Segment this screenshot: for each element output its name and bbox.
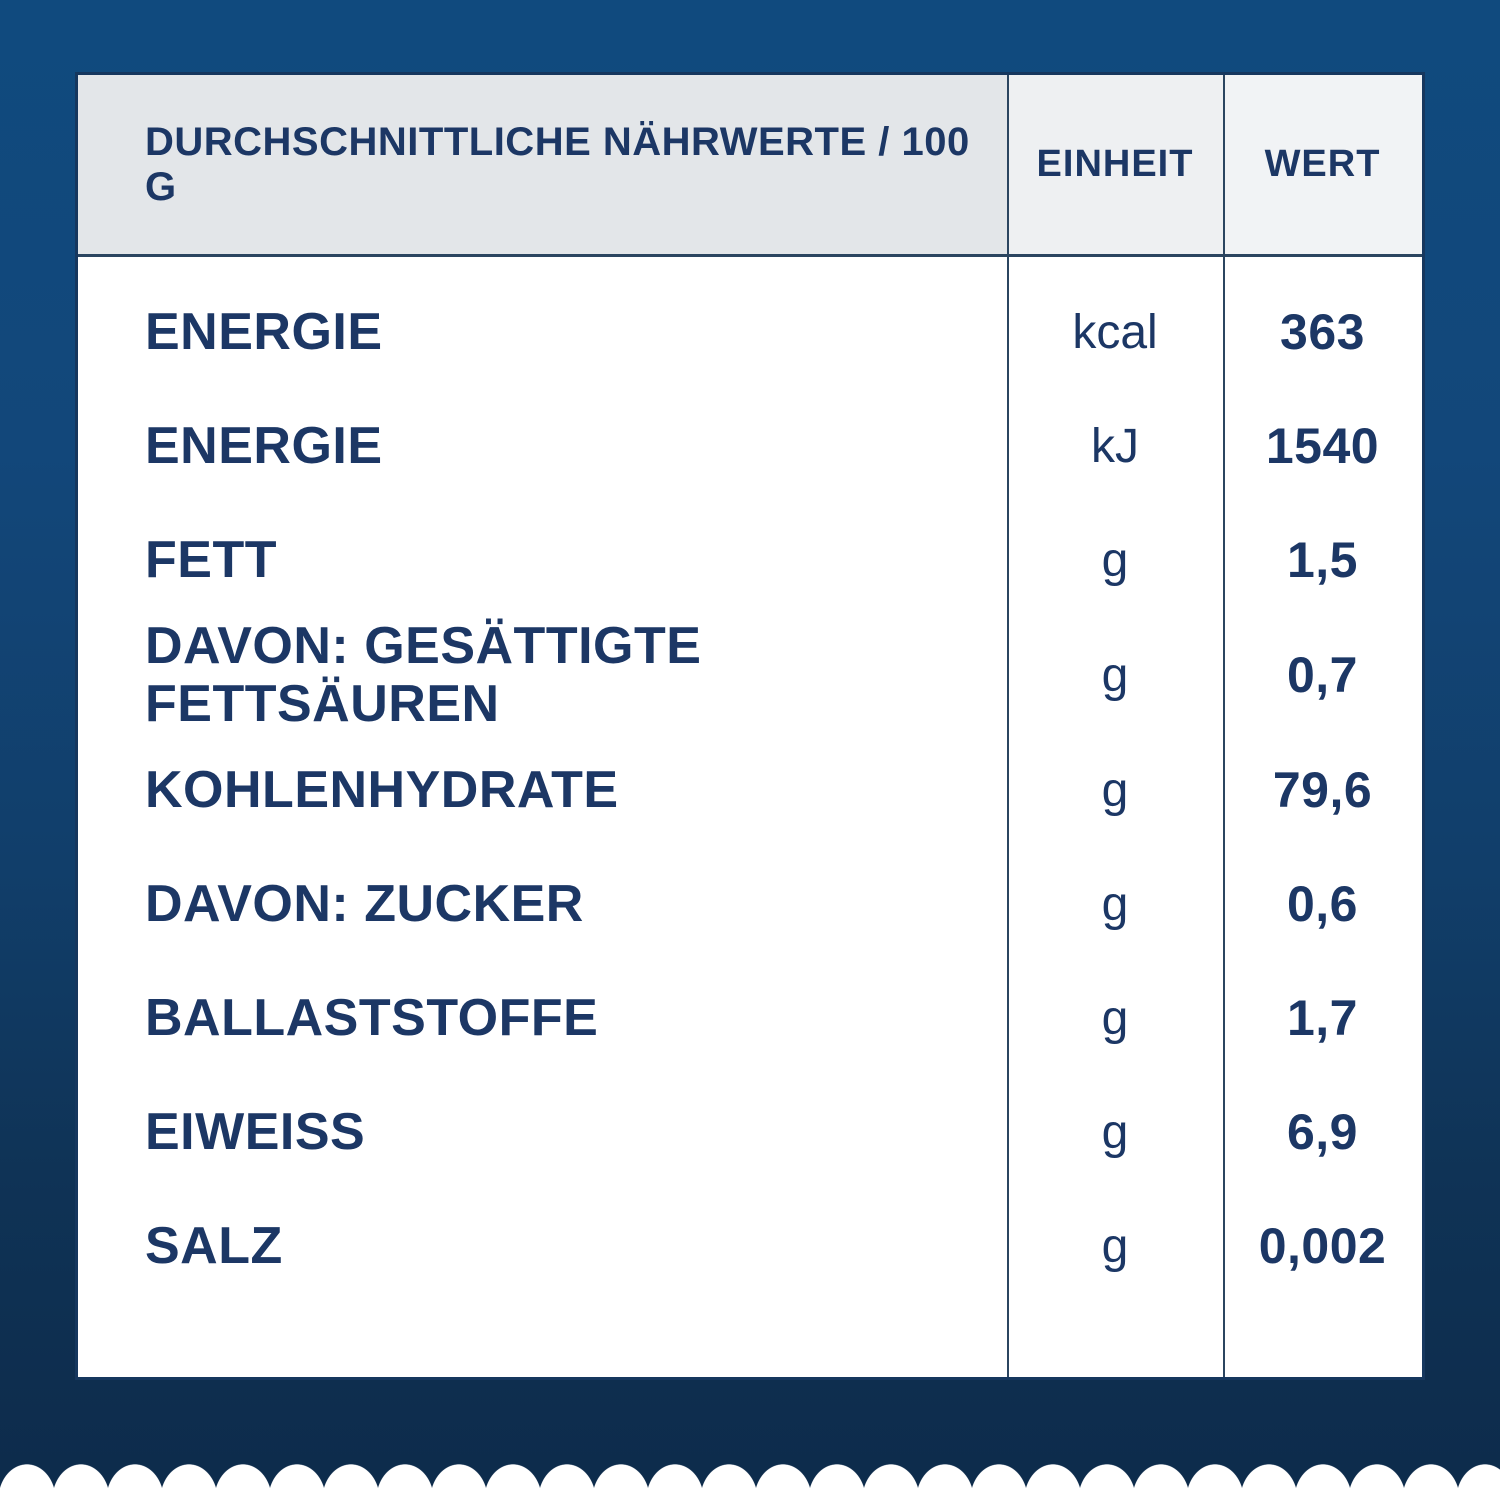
table-row: KOHLENHYDRATE g 79,6 xyxy=(78,733,1422,847)
nutrient-label: DAVON: ZUCKER xyxy=(145,875,584,934)
nutrient-value: 79,6 xyxy=(1272,762,1373,819)
nutrient-unit: g xyxy=(1101,1219,1129,1273)
nutrient-unit: g xyxy=(1101,533,1129,587)
nutrient-value: 6,9 xyxy=(1286,1104,1358,1161)
nutrient-label: FETT xyxy=(145,530,277,589)
table-body: ENERGIE kcal 363 ENERGIE kJ 1540 FETT g … xyxy=(78,257,1422,1303)
column-header-nutrients: DURCHSCHNITTLICHE NÄHRWERTE / 100 G xyxy=(78,75,1007,254)
table-row: FETT g 1,5 xyxy=(78,503,1422,617)
nutrient-label: ENERGIE xyxy=(145,302,383,361)
nutrient-label: KOHLENHYDRATE xyxy=(145,761,619,820)
column-header-unit: EINHEIT xyxy=(1007,75,1223,254)
nutrient-unit: kJ xyxy=(1091,419,1139,473)
column-header-value: WERT xyxy=(1223,75,1422,254)
nutrient-unit: kcal xyxy=(1072,305,1158,359)
table-row: ENERGIE kcal 363 xyxy=(78,275,1422,389)
nutrient-value: 0,6 xyxy=(1286,876,1358,933)
nutrition-table: DURCHSCHNITTLICHE NÄHRWERTE / 100 G EINH… xyxy=(78,75,1422,1377)
nutrient-label: ENERGIE xyxy=(145,416,383,475)
nutrient-value: 1,5 xyxy=(1286,532,1358,588)
column-divider-value xyxy=(1223,75,1225,1377)
nutrient-value: 1,7 xyxy=(1286,990,1358,1047)
nutrient-value: 363 xyxy=(1280,304,1365,360)
nutrient-label: SALZ xyxy=(145,1217,283,1276)
nutrient-value: 0,002 xyxy=(1258,1218,1387,1275)
nutrient-unit: g xyxy=(1101,991,1129,1045)
scalloped-edge xyxy=(0,1452,1500,1500)
nutrient-unit: g xyxy=(1101,1105,1129,1159)
nutrient-label: DAVON: GESÄTTIGTE FETTSÄUREN xyxy=(145,617,702,734)
nutrient-value: 0,7 xyxy=(1286,647,1358,704)
table-row: SALZ g 0,002 xyxy=(78,1189,1422,1303)
table-header-row: DURCHSCHNITTLICHE NÄHRWERTE / 100 G EINH… xyxy=(78,75,1422,257)
column-divider-unit xyxy=(1007,75,1009,1377)
nutrient-unit: g xyxy=(1101,877,1129,931)
table-row: EIWEISS g 6,9 xyxy=(78,1075,1422,1189)
nutrient-label: BALLASTSTOFFE xyxy=(145,989,599,1048)
table-row: DAVON: ZUCKER g 0,6 xyxy=(78,847,1422,961)
nutrient-unit: g xyxy=(1101,763,1129,817)
nutrient-value: 1540 xyxy=(1265,418,1380,474)
table-row: ENERGIE kJ 1540 xyxy=(78,389,1422,503)
table-row: DAVON: GESÄTTIGTE FETTSÄUREN g 0,7 xyxy=(78,617,1422,733)
nutrient-unit: g xyxy=(1101,648,1129,702)
nutrient-label: EIWEISS xyxy=(145,1103,366,1162)
table-row: BALLASTSTOFFE g 1,7 xyxy=(78,961,1422,1075)
nutrition-card: DURCHSCHNITTLICHE NÄHRWERTE / 100 G EINH… xyxy=(75,72,1425,1380)
